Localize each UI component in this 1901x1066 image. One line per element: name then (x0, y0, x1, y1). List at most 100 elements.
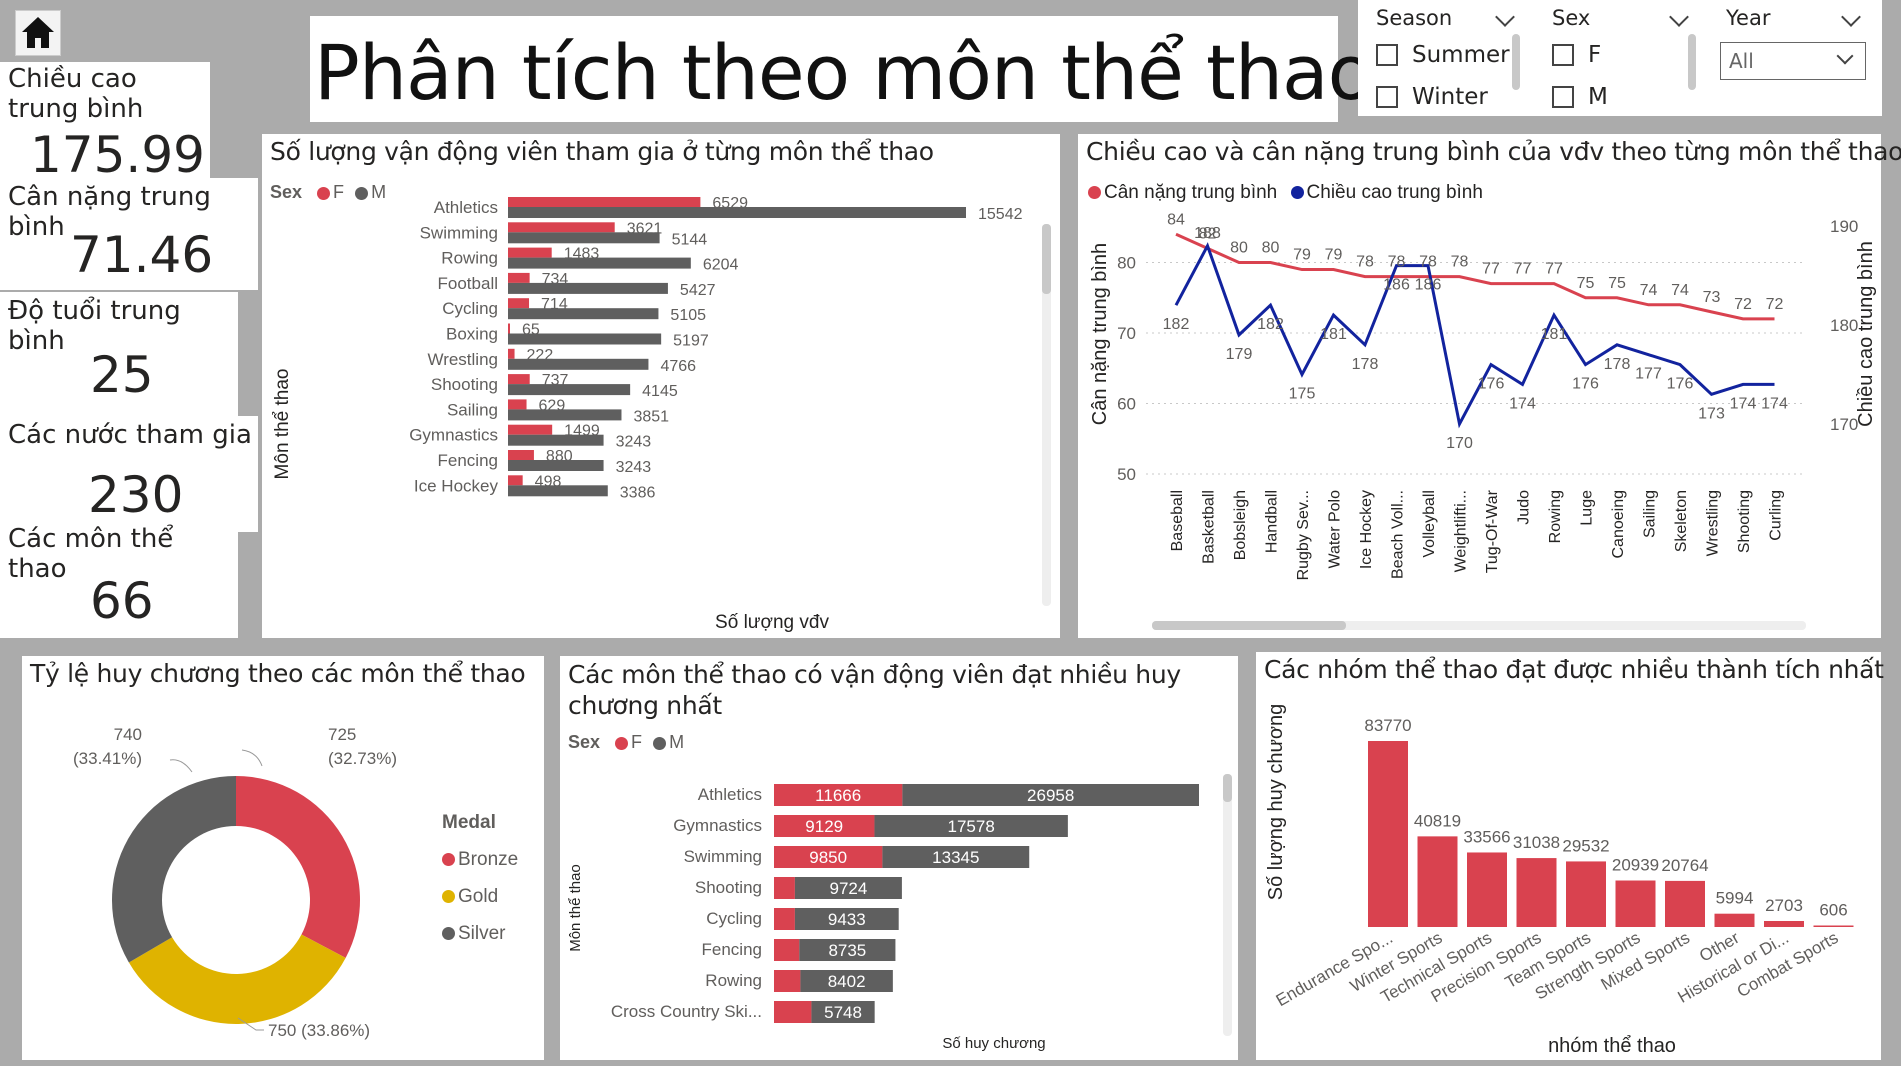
legend-item: Gold (442, 878, 518, 915)
data-label: 5427 (680, 282, 716, 299)
chart-scrollbar-thumb[interactable] (1223, 774, 1232, 802)
option-label: Winter (1412, 84, 1488, 110)
data-label: 29532 (1562, 836, 1609, 855)
series-line-weight (1175, 232, 1775, 321)
legend-marker (1290, 186, 1304, 200)
y-tick-label: 80 (1117, 254, 1136, 273)
x-axis-title: Số huy chương (942, 1035, 1045, 1052)
slicer-scrollbar[interactable] (1688, 34, 1696, 90)
chart-scrollbar[interactable] (1223, 774, 1232, 1036)
category-label: Fencing (702, 940, 762, 959)
data-label-height: 176 (1478, 376, 1505, 393)
chevron-down-icon[interactable] (1841, 7, 1861, 27)
data-label-height: 173 (1698, 405, 1725, 422)
data-label: 40819 (1414, 811, 1461, 830)
bar (1665, 880, 1705, 927)
bar-female (774, 784, 903, 806)
home-button[interactable] (15, 10, 61, 56)
legend-title: Medal (442, 812, 496, 833)
data-label: 20939 (1612, 856, 1659, 875)
option-label: Summer (1412, 42, 1510, 68)
slicer-year[interactable]: Year All (1708, 0, 1882, 116)
bar-female (508, 222, 615, 233)
kpi-label: Các nước tham gia (8, 420, 252, 450)
bar-male (508, 460, 604, 471)
category-label: Swimming (420, 223, 498, 242)
data-label: 5748 (824, 1003, 862, 1022)
x-axis-title: Số lượng vđv (715, 612, 829, 633)
bar (1714, 913, 1755, 927)
x-tick-label: Curling (1768, 490, 1785, 541)
slice-label: 740 (114, 725, 142, 744)
bar-male (882, 846, 1030, 868)
data-label-weight: 78 (1356, 254, 1374, 271)
legend-title: Sex (568, 732, 601, 752)
bar-female (774, 846, 883, 868)
leader-line (237, 1017, 264, 1031)
chevron-down-icon[interactable] (1495, 7, 1515, 27)
chart-scrollbar[interactable] (1042, 224, 1051, 606)
data-label-height: 178 (1604, 356, 1631, 373)
kpi-label: Cân nặng trung bình (8, 182, 211, 242)
legend-marker (317, 186, 331, 200)
data-label-height: 176 (1572, 376, 1599, 393)
chart-scrollbar-thumb[interactable] (1152, 621, 1346, 630)
data-label: 5197 (673, 333, 709, 350)
y-tick-label: 70 (1117, 324, 1136, 343)
legend-label: Chiều cao trung bình (1306, 182, 1483, 203)
chart-scrollbar-h[interactable] (1152, 621, 1806, 630)
legend-label: F (631, 732, 643, 752)
slicer-sex[interactable]: Sex F M (1532, 0, 1708, 116)
chevron-down-icon (1836, 47, 1854, 65)
checkbox[interactable] (1552, 44, 1574, 66)
year-dropdown[interactable]: All (1720, 42, 1866, 80)
kpi-label: Các môn thể thao (8, 524, 174, 584)
data-label-height: 182 (1163, 316, 1190, 333)
series-line-height (1174, 242, 1775, 429)
slicer-scrollbar[interactable] (1512, 34, 1520, 90)
pie-legend: Medal Bronze Gold Silver (442, 804, 518, 952)
leader-line (169, 759, 193, 773)
data-label-weight: 77 (1545, 261, 1563, 278)
chevron-down-icon[interactable] (1669, 7, 1689, 27)
x-tick-label: Skeleton (1673, 490, 1690, 552)
legend-marker (442, 890, 455, 904)
bar-male (902, 784, 1199, 806)
data-label-height: 188 (1194, 225, 1221, 242)
x-tick-label: Wrestling (1705, 490, 1722, 556)
checkbox[interactable] (1376, 44, 1398, 66)
kpi-value: 175.99 (30, 126, 205, 184)
bar-male (508, 232, 660, 244)
data-label-weight: 72 (1734, 296, 1752, 313)
slicer-season[interactable]: Season Summer Winter (1358, 0, 1532, 116)
checkbox[interactable] (1552, 86, 1574, 108)
legend-title: Sex (270, 182, 303, 202)
chart-title: Các nhóm thể thao đạt được nhiều thành t… (1264, 655, 1884, 684)
chart-title: Tỷ lệ huy chương theo các môn thể thao (30, 659, 526, 688)
legend-marker (1088, 186, 1101, 200)
bar-female (508, 399, 527, 410)
kpi-value: 66 (90, 572, 154, 630)
slicer-title: Season (1376, 6, 1453, 30)
bar-female (508, 298, 530, 309)
category-label: Athletics (698, 785, 762, 804)
checkbox[interactable] (1376, 86, 1398, 108)
legend-marker (615, 736, 629, 750)
category-label: Ice Hockey (414, 476, 499, 495)
chart-legend: Cân nặng trung bình Chiều cao trung bình (1088, 182, 1483, 204)
kpi-value: 25 (90, 346, 154, 404)
chart-scrollbar-thumb[interactable] (1042, 224, 1051, 294)
data-label-weight: 82 (1199, 225, 1217, 242)
bar-male (799, 939, 896, 961)
data-label-weight: 73 (1703, 289, 1721, 306)
x-tick-label: Bobsleigh (1232, 490, 1249, 560)
category-label: Cycling (706, 909, 762, 928)
data-label: 9850 (809, 848, 847, 867)
category-label: Shooting (695, 878, 762, 897)
legend-marker (442, 927, 455, 941)
bar-female (774, 1001, 812, 1023)
bar-male (874, 815, 1068, 837)
bar-female (508, 348, 515, 359)
y-axis-title: Cân nặng trung bình (1089, 243, 1111, 425)
data-label-weight: 75 (1608, 275, 1626, 292)
